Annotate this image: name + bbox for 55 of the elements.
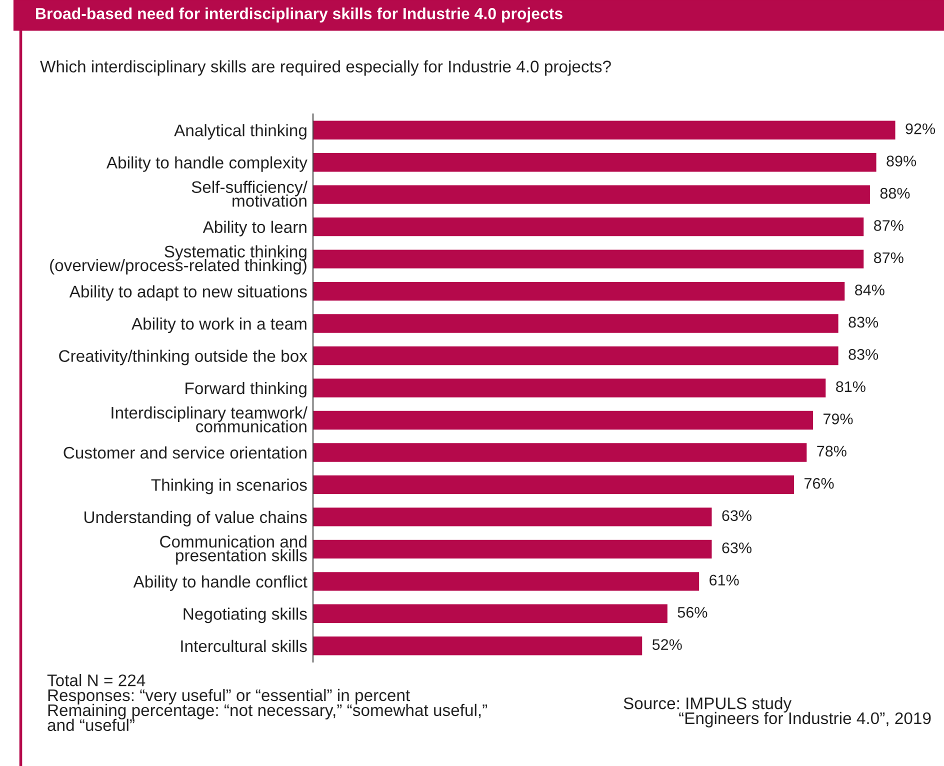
text: Total N = 224 Responses: “very useful” or “essential” in percent Remaining percentage: “not necessary,” “somewhat useful,” and “useful” — [47, 674, 488, 732]
bar — [313, 346, 838, 366]
y-tick-label: Ability to handle conflict — [133, 575, 308, 591]
data-label: 84% — [855, 284, 884, 296]
y-tick-label: Systematic thinking (overview/process-related thinking) — [50, 245, 306, 275]
data-label: 92% — [906, 123, 936, 134]
bar — [313, 604, 668, 623]
bar — [313, 185, 870, 204]
data-label: 63% — [722, 542, 752, 554]
data-label: 81% — [836, 381, 866, 392]
bar — [313, 282, 845, 301]
y-tick-label: Negotiating skills — [184, 608, 307, 624]
bar — [313, 217, 864, 236]
y-tick-label: Ability to handle complexity — [106, 156, 308, 172]
y-tick-label: Interdisciplinary teamwork/ communication — [112, 406, 308, 432]
bar — [313, 120, 896, 140]
y-tick-label: Forward thinking — [186, 382, 306, 398]
bar — [313, 572, 700, 591]
y-tick-label: Ability to adapt to new situations — [69, 285, 307, 301]
bar — [313, 443, 807, 462]
y-tick-label: Self-sufficiency/ motivation — [192, 180, 308, 207]
data-label: 76% — [804, 478, 834, 489]
y-tick-label: Communication and presentation skills — [160, 535, 307, 565]
y-tick-label: Customer and service orientation — [64, 446, 306, 459]
data-label: 87% — [874, 220, 904, 231]
y-tick-label: Intercultural skills — [181, 640, 307, 652]
y-tick-label: Ability to learn — [202, 220, 306, 236]
bar — [313, 250, 864, 268]
data-label: 79% — [824, 414, 853, 424]
bar — [313, 153, 876, 172]
bar — [313, 540, 712, 559]
data-label: 88% — [880, 188, 910, 199]
data-label: 89% — [886, 156, 916, 166]
data-label: 52% — [652, 639, 682, 650]
data-label: 87% — [874, 252, 904, 264]
bar — [313, 475, 794, 494]
bar — [313, 378, 826, 398]
data-label: 63% — [722, 510, 752, 522]
y-tick-label: Analytical thinking — [174, 124, 306, 140]
bar — [313, 314, 838, 333]
y-tick-label: Thinking in scenarios — [151, 478, 307, 494]
data-label: 83% — [848, 316, 878, 328]
bar — [313, 636, 642, 656]
data-label: 61% — [710, 574, 739, 586]
data-label: 78% — [817, 446, 846, 457]
bar — [313, 508, 712, 526]
chart-subtitle: Which interdisciplinary skills are required especially for Industrie 4.0 projects? — [40, 60, 611, 76]
y-tick-label: Ability to work in a team — [131, 317, 306, 334]
bar — [313, 410, 813, 430]
y-tick-label: Creativity/thinking outside the box — [59, 350, 308, 366]
source-note: Source: IMPULS study “Engineers for Industrie 4.0”, 2019 — [624, 697, 931, 728]
chart-title: Broad-based need for interdisciplinary skills for Industrie 4.0 projects — [36, 8, 562, 22]
data-label: 56% — [678, 606, 708, 618]
data-label: 83% — [848, 349, 878, 360]
y-tick-label: Understanding of value chains — [84, 510, 307, 526]
